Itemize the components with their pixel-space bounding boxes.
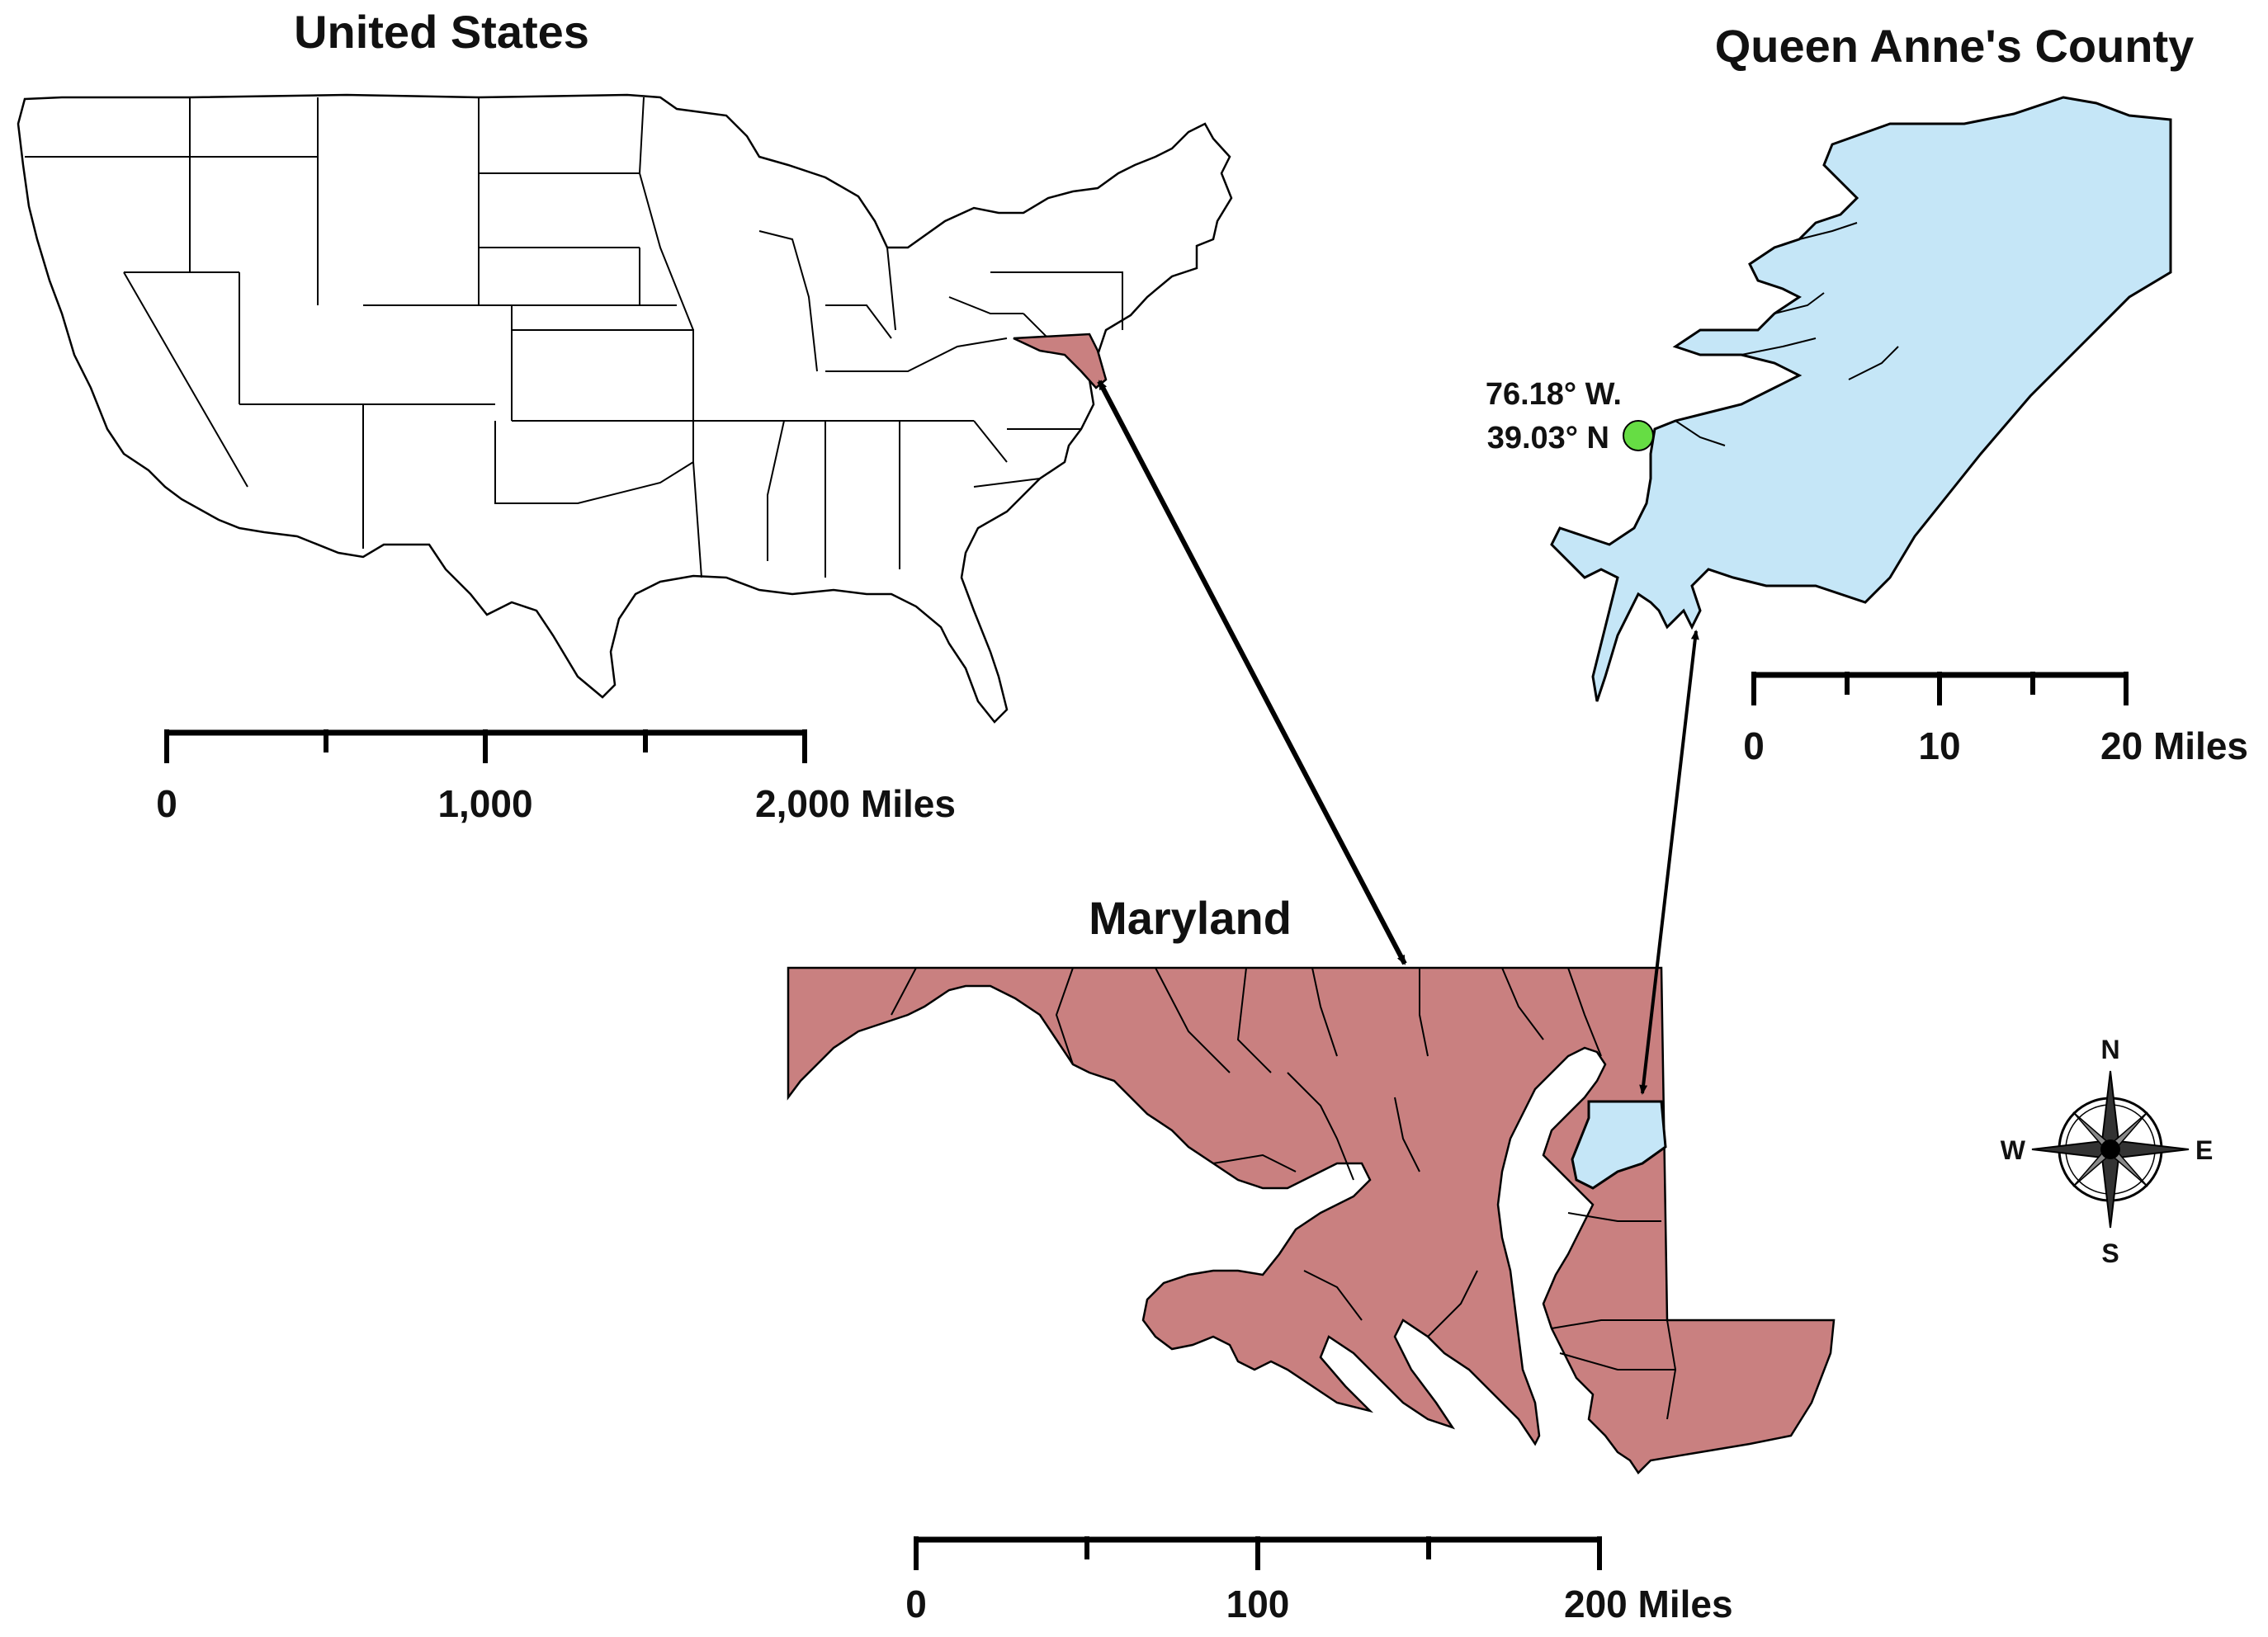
qa-scale-label-1: 10 [1918,724,1960,767]
qa-county-map: 76.18° W. 39.03° N [1486,96,2172,702]
compass-w: W [2001,1135,2026,1165]
us-outline [17,93,1233,724]
us-scale-label-0: 0 [156,782,177,825]
compass-n: N [2100,1035,2119,1064]
us-to-md-arrow [1097,380,1407,965]
us-map-title: United States [294,6,589,58]
qa-location-point [1623,420,1654,451]
md-scale-label-0: 0 [905,1583,927,1625]
qa-scale-label-0: 0 [1743,724,1765,767]
us-scale-bar: 0 1,000 2,000 Miles [156,729,956,825]
qa-coord-lon: 76.18° W. [1486,377,1622,412]
md-scale-label-1: 100 [1226,1583,1290,1625]
md-state-shape [787,966,1836,1474]
qa-map-title: Queen Anne's County [1715,20,2195,72]
qa-scale-label-2: 20 Miles [2100,724,2248,767]
qa-scale-bar: 0 10 20 Miles [1743,672,2248,767]
us-map [17,93,1233,724]
md-county-boundaries [891,967,1677,1420]
us-scale-label-2: 2,000 Miles [755,782,956,825]
qa-coord-lat: 39.03° N [1487,421,1609,455]
us-maryland-highlight [1013,333,1108,389]
qa-county-shape [1550,96,2172,702]
compass-center [2100,1139,2120,1159]
md-scale-bar: 0 100 200 Miles [905,1536,1733,1625]
compass-s: S [2101,1238,2119,1268]
md-map-title: Maryland [1089,892,1292,944]
md-scale-label-2: 200 Miles [1564,1583,1733,1625]
qa-creeks [1675,222,1899,446]
us-state-boundaries [25,97,1123,578]
us-scale-label-1: 1,000 [437,782,532,825]
compass-e: E [2195,1135,2213,1165]
md-queen-annes-highlight [1571,1100,1667,1190]
compass-rose: N S E W [2001,1035,2214,1268]
md-to-qa-arrow [1639,630,1699,1095]
maryland-map [787,966,1836,1474]
